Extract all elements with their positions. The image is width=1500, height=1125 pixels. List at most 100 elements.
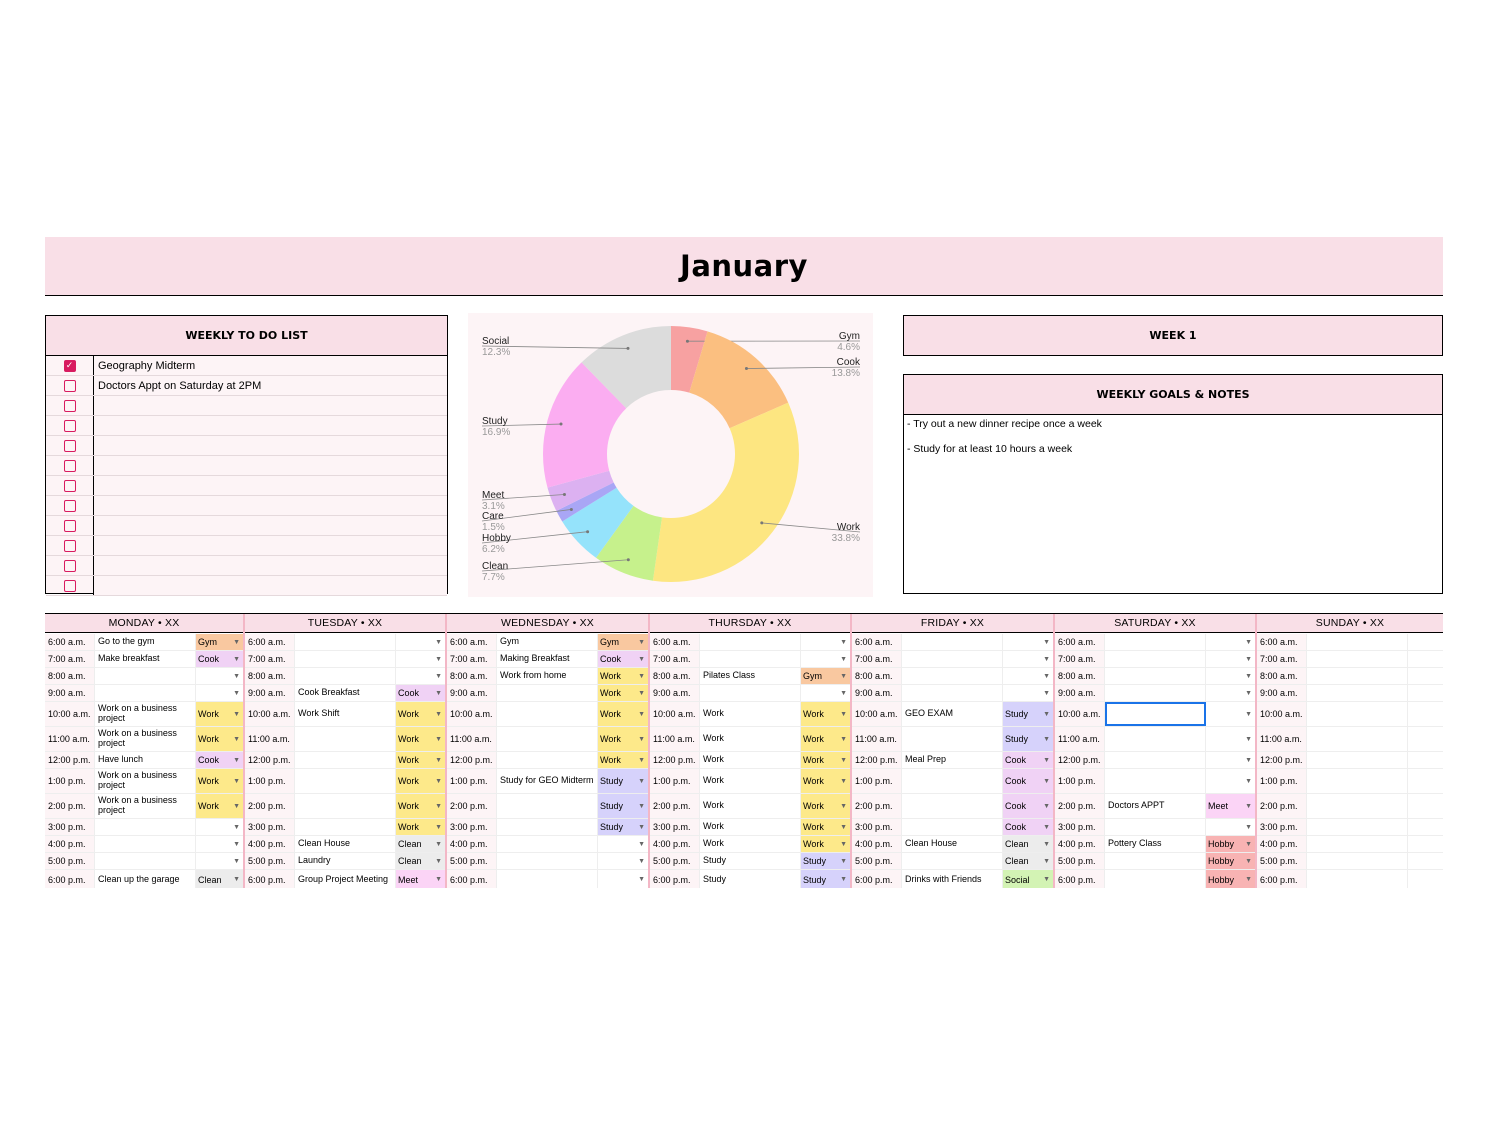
event-cell[interactable]: [295, 819, 396, 835]
event-cell[interactable]: Go to the gym: [95, 634, 196, 650]
dropdown-arrow-icon[interactable]: ▼: [840, 672, 847, 680]
category-dropdown[interactable]: Cook ▼: [196, 651, 243, 667]
dropdown-arrow-icon[interactable]: ▼: [435, 689, 442, 697]
category-dropdown[interactable]: Hobby ▼: [1206, 836, 1255, 852]
category-dropdown[interactable]: Work ▼: [801, 819, 850, 835]
event-cell[interactable]: [902, 853, 1003, 869]
dropdown-arrow-icon[interactable]: ▼: [840, 756, 847, 764]
category-dropdown[interactable]: [1408, 702, 1443, 726]
category-dropdown[interactable]: Study ▼: [598, 819, 648, 835]
category-dropdown[interactable]: ▼: [196, 819, 243, 835]
category-dropdown[interactable]: Study ▼: [801, 853, 850, 869]
category-dropdown[interactable]: ▼: [396, 634, 445, 650]
category-dropdown[interactable]: Work ▼: [598, 752, 648, 768]
category-dropdown[interactable]: ▼: [1206, 685, 1255, 701]
event-cell[interactable]: [295, 794, 396, 818]
event-cell[interactable]: Work Shift: [295, 702, 396, 726]
todo-text[interactable]: [94, 556, 447, 575]
dropdown-arrow-icon[interactable]: ▼: [1043, 823, 1050, 831]
checkbox[interactable]: [63, 519, 76, 532]
event-cell[interactable]: [902, 819, 1003, 835]
checked-checkbox[interactable]: ✓: [63, 359, 76, 372]
dropdown-arrow-icon[interactable]: ▼: [840, 735, 847, 743]
category-dropdown[interactable]: ▼: [801, 651, 850, 667]
event-cell[interactable]: [700, 685, 801, 701]
category-dropdown[interactable]: Study ▼: [598, 769, 648, 793]
dropdown-arrow-icon[interactable]: ▼: [435, 876, 442, 883]
event-cell[interactable]: Work: [700, 752, 801, 768]
dropdown-arrow-icon[interactable]: ▼: [1245, 802, 1252, 810]
event-cell[interactable]: [1105, 727, 1206, 751]
event-cell[interactable]: [95, 853, 196, 869]
dropdown-arrow-icon[interactable]: ▼: [638, 802, 645, 810]
dropdown-arrow-icon[interactable]: ▼: [638, 857, 645, 865]
event-cell[interactable]: Have lunch: [95, 752, 196, 768]
dropdown-arrow-icon[interactable]: ▼: [840, 710, 847, 718]
category-dropdown[interactable]: ▼: [196, 836, 243, 852]
category-dropdown[interactable]: Clean ▼: [1003, 853, 1053, 869]
todo-text[interactable]: [94, 416, 447, 435]
category-dropdown[interactable]: Work ▼: [396, 752, 445, 768]
category-dropdown[interactable]: ▼: [396, 668, 445, 684]
event-cell[interactable]: GEO EXAM: [902, 702, 1003, 726]
dropdown-arrow-icon[interactable]: ▼: [840, 802, 847, 810]
checkbox[interactable]: [63, 559, 76, 572]
event-cell[interactable]: Laundry: [295, 853, 396, 869]
category-dropdown[interactable]: [1408, 651, 1443, 667]
checkbox[interactable]: [63, 499, 76, 512]
event-cell[interactable]: [1307, 651, 1408, 667]
dropdown-arrow-icon[interactable]: ▼: [1245, 638, 1252, 646]
category-dropdown[interactable]: [1408, 870, 1443, 888]
category-dropdown[interactable]: Cook ▼: [396, 685, 445, 701]
dropdown-arrow-icon[interactable]: ▼: [638, 840, 645, 848]
todo-text[interactable]: [94, 516, 447, 535]
dropdown-arrow-icon[interactable]: ▼: [233, 655, 240, 663]
dropdown-arrow-icon[interactable]: ▼: [435, 857, 442, 865]
category-dropdown[interactable]: Work ▼: [196, 702, 243, 726]
category-dropdown[interactable]: ▼: [196, 853, 243, 869]
event-cell[interactable]: [1307, 702, 1408, 726]
category-dropdown[interactable]: Cook ▼: [1003, 794, 1053, 818]
dropdown-arrow-icon[interactable]: ▼: [233, 777, 240, 785]
event-cell[interactable]: [700, 634, 801, 650]
category-dropdown[interactable]: [1408, 685, 1443, 701]
dropdown-arrow-icon[interactable]: ▼: [1245, 735, 1252, 743]
event-cell[interactable]: [295, 727, 396, 751]
event-cell[interactable]: [1105, 870, 1206, 888]
todo-text[interactable]: [94, 456, 447, 475]
category-dropdown[interactable]: Study ▼: [801, 870, 850, 888]
dropdown-arrow-icon[interactable]: ▼: [638, 672, 645, 680]
event-cell[interactable]: [1105, 651, 1206, 667]
event-cell[interactable]: [95, 668, 196, 684]
event-cell[interactable]: [1307, 685, 1408, 701]
dropdown-arrow-icon[interactable]: ▼: [1245, 840, 1252, 848]
event-cell[interactable]: [1105, 668, 1206, 684]
event-cell[interactable]: Work: [700, 794, 801, 818]
category-dropdown[interactable]: ▼: [1003, 668, 1053, 684]
category-dropdown[interactable]: Cook ▼: [196, 752, 243, 768]
category-dropdown[interactable]: Work ▼: [396, 819, 445, 835]
event-cell[interactable]: [902, 668, 1003, 684]
event-cell[interactable]: [295, 752, 396, 768]
category-dropdown[interactable]: ▼: [801, 634, 850, 650]
event-cell[interactable]: Work: [700, 702, 801, 726]
category-dropdown[interactable]: ▼: [1206, 727, 1255, 751]
category-dropdown[interactable]: Study ▼: [1003, 727, 1053, 751]
category-dropdown[interactable]: Work ▼: [801, 727, 850, 751]
event-cell[interactable]: Drinks with Friends: [902, 870, 1003, 888]
category-dropdown[interactable]: [1408, 819, 1443, 835]
category-dropdown[interactable]: ▼: [1206, 702, 1255, 726]
category-dropdown[interactable]: Cook ▼: [598, 651, 648, 667]
event-cell[interactable]: [1307, 668, 1408, 684]
event-cell[interactable]: Pottery Class: [1105, 836, 1206, 852]
checkbox[interactable]: [63, 439, 76, 452]
category-dropdown[interactable]: ▼: [1206, 651, 1255, 667]
category-dropdown[interactable]: Meet ▼: [396, 870, 445, 888]
event-cell[interactable]: [497, 836, 598, 852]
category-dropdown[interactable]: Gym ▼: [598, 634, 648, 650]
category-dropdown[interactable]: ▼: [1206, 819, 1255, 835]
category-dropdown[interactable]: ▼: [1206, 668, 1255, 684]
event-cell[interactable]: [295, 634, 396, 650]
event-cell[interactable]: [700, 651, 801, 667]
dropdown-arrow-icon[interactable]: ▼: [1043, 655, 1050, 663]
